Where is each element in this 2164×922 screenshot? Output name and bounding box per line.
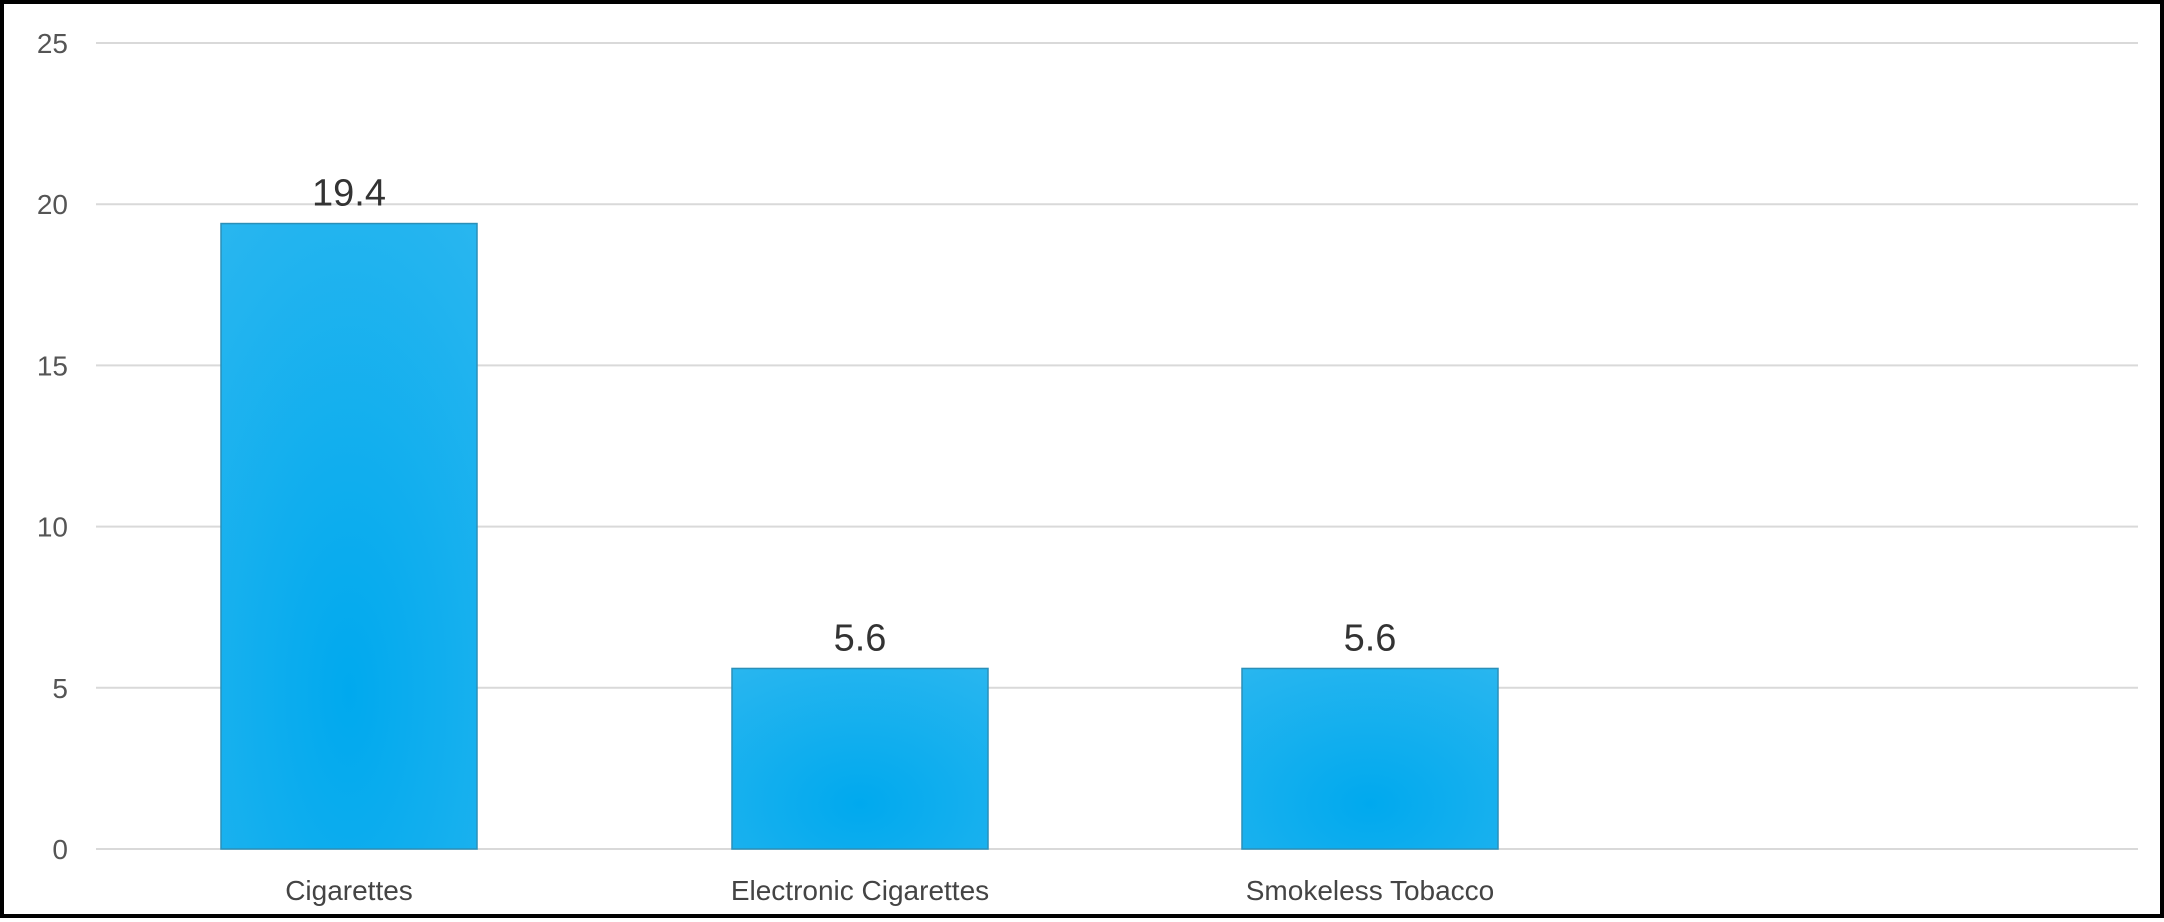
- x-category-label: Cigarettes: [285, 875, 413, 906]
- bars: [220, 222, 1499, 850]
- bar-cigarettes: [220, 222, 478, 850]
- data-label: 5.6: [834, 617, 887, 659]
- y-tick-label: 20: [37, 189, 68, 220]
- y-tick-label: 5: [52, 673, 68, 704]
- y-axis-tick-labels: 0 5 10 15 20 25: [37, 28, 68, 865]
- bar-chart: 0 5 10 15 20 25 19.4 5.6 5.6 Cigarettes Electron…: [37, 28, 2138, 906]
- x-category-label: Electronic Cigarettes: [731, 875, 989, 906]
- data-labels: 19.4 5.6 5.6: [312, 173, 1396, 660]
- y-tick-label: 15: [37, 350, 68, 381]
- data-label: 5.6: [1344, 617, 1397, 659]
- bar-smokeless-tobacco: [1241, 667, 1499, 850]
- y-tick-label: 10: [37, 512, 68, 543]
- x-category-label: Smokeless Tobacco: [1246, 875, 1495, 906]
- data-label: 19.4: [312, 173, 386, 215]
- y-tick-label: 25: [37, 28, 68, 59]
- y-tick-label: 0: [52, 834, 68, 865]
- bar-electronic-cigarettes: [731, 667, 989, 850]
- x-axis-category-labels: Cigarettes Electronic Cigarettes Smokeless…: [285, 875, 1494, 906]
